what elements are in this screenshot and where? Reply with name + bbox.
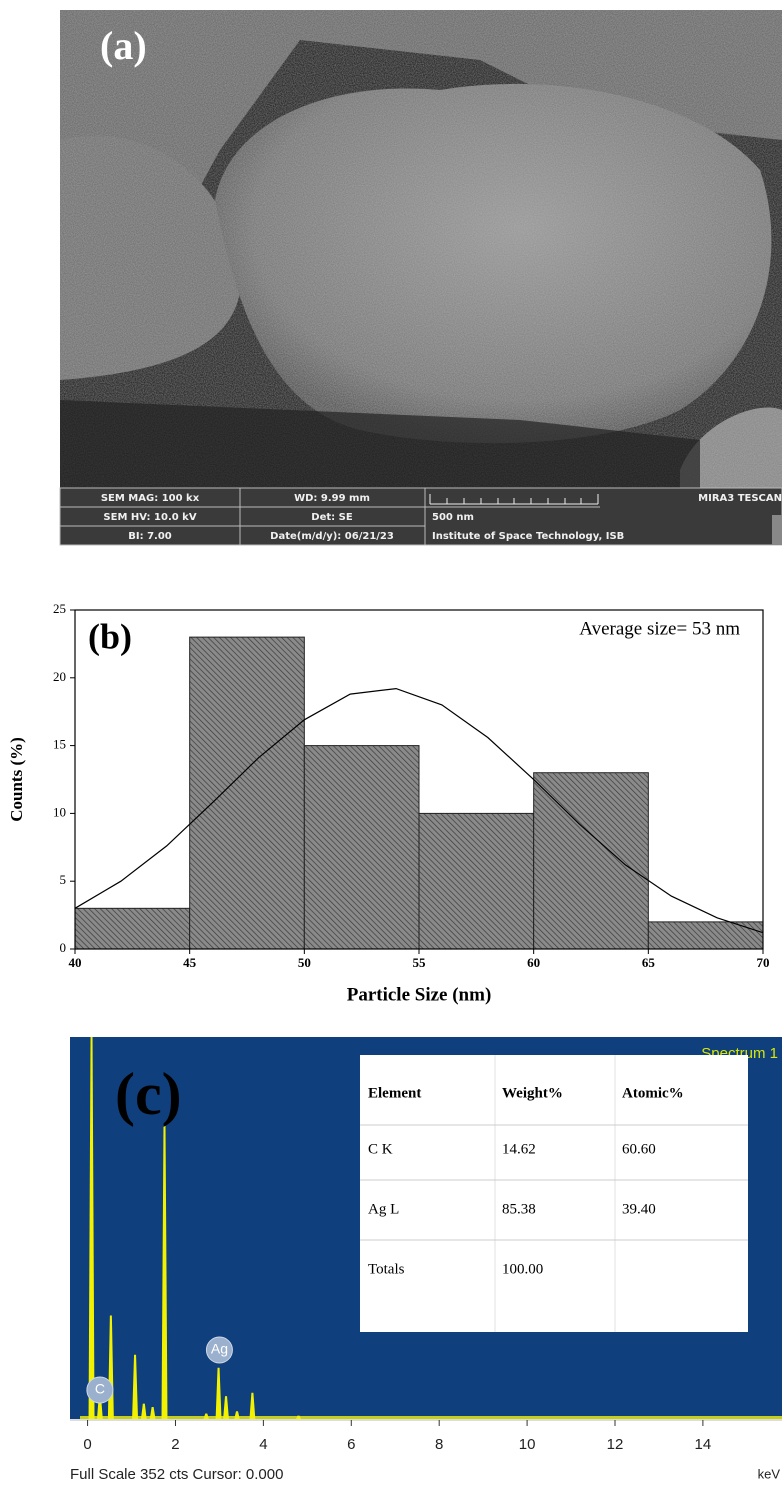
y-axis-title: Counts (%) <box>7 737 26 822</box>
annotation: Average size= 53 nm <box>579 618 740 639</box>
panel-label: (b) <box>88 616 132 656</box>
panel-label: (c) <box>115 1061 182 1127</box>
info-bar: SEM MAG: 100 kx WD: 9.99 mm MIRA3 TESCAN… <box>60 488 782 545</box>
x-tick-label: 65 <box>642 955 656 970</box>
info-text: Date(m/d/y): 06/21/23 <box>270 531 394 542</box>
footer: Full Scale 352 cts Cursor: 0.000 <box>70 1466 283 1483</box>
y-tick-label: 15 <box>53 737 66 752</box>
y-tick-label: 10 <box>53 804 66 819</box>
table-cell: C K <box>368 1141 393 1157</box>
panel-label: (a) <box>100 23 147 68</box>
x-tick-label: 2 <box>171 1436 179 1453</box>
table-cell: 85.38 <box>502 1201 536 1217</box>
x-tick-label: 55 <box>413 955 427 970</box>
x-tick-label: 4 <box>259 1436 267 1453</box>
info-text: Institute of Space Technology, ISB <box>432 531 624 542</box>
x-axis-title: Particle Size (nm) <box>347 984 492 1005</box>
y-tick-label: 20 <box>53 669 66 684</box>
y-tick-label: 25 <box>53 601 66 616</box>
x-tick-label: 45 <box>183 955 197 970</box>
info-text: BI: 7.00 <box>128 531 172 542</box>
info-text: SEM HV: 10.0 kV <box>103 512 196 523</box>
info-text: SEM MAG: 100 kx <box>101 493 200 504</box>
table-header: Atomic% <box>622 1085 684 1101</box>
sem-image <box>60 10 782 488</box>
bar <box>190 637 305 949</box>
figure: (a) SEM MAG: 100 kx WD: 9.99 mm MIRA3 TE… <box>0 0 782 1486</box>
bar <box>304 746 419 949</box>
peak-label: Ag <box>211 1341 228 1357</box>
bar <box>648 922 763 949</box>
x-tick-label: 12 <box>607 1436 624 1453</box>
x-tick-label: 8 <box>435 1436 443 1453</box>
table-cell: Totals <box>368 1261 405 1277</box>
table-cell: 60.60 <box>622 1141 656 1157</box>
peak-label: C <box>95 1381 105 1397</box>
table-cell: 14.62 <box>502 1141 536 1157</box>
bar <box>75 908 190 949</box>
table-header: Weight% <box>502 1085 563 1101</box>
x-tick-label: 40 <box>69 955 82 970</box>
table-cell: 100.00 <box>502 1261 543 1277</box>
info-text: 500 nm <box>432 512 474 523</box>
table-cell: Ag L <box>368 1201 399 1217</box>
x-tick-label: 70 <box>757 955 770 970</box>
x-tick-label: 10 <box>519 1436 536 1453</box>
info-text: MIRA3 TESCAN <box>698 493 782 504</box>
table-header: Element <box>368 1085 421 1101</box>
table-cell: 39.40 <box>622 1201 656 1217</box>
info-text: WD: 9.99 mm <box>294 493 370 504</box>
x-tick-label: 14 <box>695 1436 712 1453</box>
y-tick-label: 5 <box>60 872 67 887</box>
info-text: Det: SE <box>311 512 353 523</box>
x-axis-title: keV <box>758 1466 781 1481</box>
x-tick-label: 50 <box>298 955 311 970</box>
x-tick-label: 0 <box>83 1436 91 1453</box>
x-tick-label: 6 <box>347 1436 355 1453</box>
y-tick-label: 0 <box>60 940 67 955</box>
bar <box>419 813 534 949</box>
x-tick-label: 60 <box>527 955 540 970</box>
bar <box>534 773 649 949</box>
